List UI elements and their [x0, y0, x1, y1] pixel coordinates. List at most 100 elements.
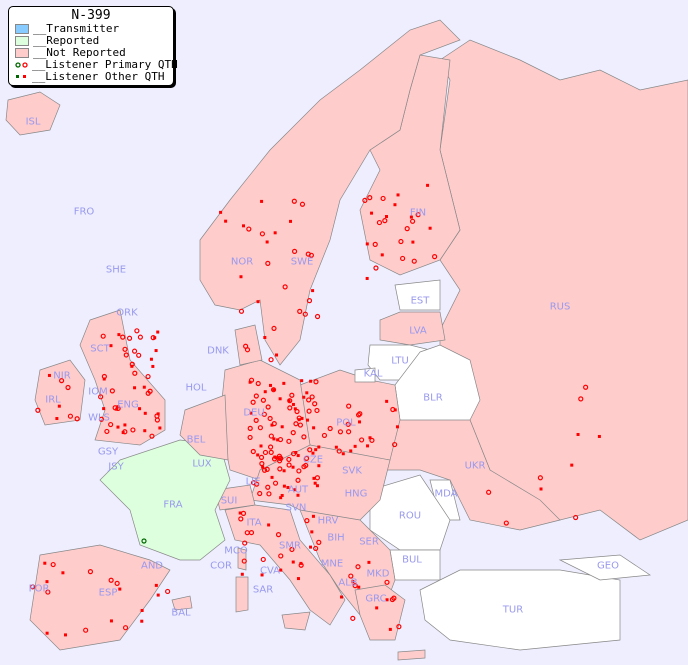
listener-primary-marker [242, 540, 248, 546]
listener-primary-marker [247, 425, 253, 431]
listener-primary-marker [345, 421, 351, 427]
transmitter-swatch [15, 24, 29, 34]
listener-primary-marker [137, 334, 143, 340]
listener-other-marker [305, 418, 309, 422]
listener-other-marker [140, 608, 144, 612]
listener-primary-marker [58, 378, 65, 384]
listener-other-marker [265, 240, 269, 244]
listener-primary-marker [108, 577, 114, 583]
listener-other-marker [256, 300, 260, 304]
listener-other-marker [428, 226, 432, 230]
listener-primary-marker [294, 408, 300, 415]
listener-other-marker [242, 224, 246, 228]
listener-other-marker [375, 606, 379, 610]
listener-primary-marker [45, 589, 51, 595]
listener-other-marker [385, 215, 389, 219]
listener-primary-marker [246, 226, 252, 232]
listener-primary-marker [136, 352, 142, 358]
listener-other-marker [151, 364, 155, 368]
legend-label: __Listener Other QTH [32, 70, 165, 83]
listener-primary-marker [243, 343, 249, 349]
listener-other-marker [426, 183, 430, 187]
listener-primary-marker [272, 480, 279, 486]
listener-primary-marker [362, 197, 368, 203]
country-label-jsy: JSY [108, 461, 124, 473]
country-label-bul: BUL [402, 554, 422, 566]
listener-other-marker [280, 425, 284, 429]
listener-primary-marker [100, 333, 106, 339]
listener-other-marker [388, 627, 392, 631]
listener-primary-marker [147, 388, 153, 394]
country-label-nir: NIR [53, 370, 71, 382]
listener-primary-marker [384, 579, 390, 585]
country-label-lie: LIE [245, 476, 261, 488]
legend-label: __Listener Primary QTH [32, 58, 178, 71]
listener-primary-marker [65, 384, 71, 391]
country-label-pol: POL [336, 417, 356, 429]
listener-other-marker [47, 373, 51, 377]
country-label-ser: SER [359, 536, 379, 548]
listener-other-marker [259, 444, 263, 448]
listener-primary-marker [268, 357, 274, 363]
listener-other-marker [118, 587, 122, 591]
listener-primary-marker [150, 335, 156, 341]
listener-primary-marker [101, 373, 107, 380]
legend-primary-qth: __Listener Primary QTH [9, 59, 178, 71]
listener-other-marker [43, 561, 47, 565]
listener-primary-marker [267, 444, 274, 450]
listener-primary-marker [306, 298, 313, 304]
listener-primary-marker [114, 580, 120, 586]
listener-primary-marker [122, 429, 128, 435]
listener-other-marker [576, 432, 580, 436]
balearics-region [171, 595, 193, 611]
listener-primary-marker [296, 468, 302, 474]
listener-other-marker [143, 429, 147, 433]
country-label-por: POR [28, 583, 50, 595]
listener-other-marker [280, 493, 284, 497]
legend-label: __Not Reported [33, 46, 126, 59]
ireland-region [34, 359, 86, 426]
listener-primary-marker [278, 553, 284, 559]
country-label-smr: SMR [279, 540, 301, 552]
listener-primary-marker [132, 370, 138, 376]
listener-other-marker [123, 423, 127, 427]
country-label-she: SHE [105, 264, 127, 276]
listener-other-marker [396, 193, 400, 197]
listener-other-marker [409, 215, 413, 219]
listener-other-marker [302, 395, 306, 399]
listener-primary-marker [295, 477, 301, 483]
listener-primary-marker [262, 449, 269, 456]
listener-other-marker [45, 631, 49, 635]
listener-other-marker [61, 571, 65, 575]
listener-other-marker [365, 242, 369, 246]
listener-primary-marker [261, 411, 267, 417]
country-label-svn: SVN [285, 502, 307, 514]
listener-primary-marker [253, 393, 259, 399]
listener-primary-marker [409, 218, 416, 224]
legend-not-reported: __Not Reported [9, 47, 173, 59]
country-label-nor: NOR [230, 256, 254, 268]
italy-region [224, 504, 346, 626]
listener-other-marker [296, 577, 300, 581]
listener-primary-marker [396, 624, 402, 630]
listener-primary-marker [282, 284, 288, 290]
listener-primary-marker [314, 475, 321, 481]
listener-other-marker [365, 276, 369, 280]
listener-other-marker [256, 453, 260, 457]
listener-primary-marker [301, 434, 307, 440]
crete-region [397, 649, 426, 661]
listener-other-marker [279, 568, 283, 572]
listener-other-marker [291, 560, 295, 564]
listener-primary-marker [296, 415, 302, 421]
listener-primary-marker [302, 311, 308, 317]
circle-marker-icon [15, 62, 28, 68]
listener-primary-marker [355, 564, 361, 570]
listener-primary-marker [130, 427, 136, 433]
listener-primary-marker [432, 254, 438, 260]
listener-primary-marker [313, 379, 319, 385]
listener-primary-marker [87, 569, 94, 575]
listener-primary-marker [316, 539, 322, 545]
listener-primary-marker [306, 397, 312, 403]
listener-primary-marker [259, 461, 265, 467]
listener-other-marker [293, 488, 297, 492]
